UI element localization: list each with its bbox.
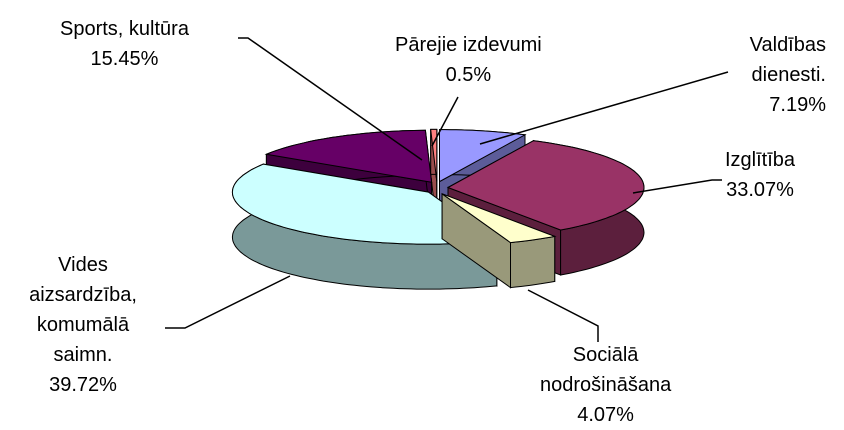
leader-line <box>238 37 423 161</box>
slice-top <box>231 163 499 245</box>
category-label: Izglītība <box>725 149 796 171</box>
data-label: Pārejie izdevumi 0.5% <box>395 30 542 90</box>
slice-top <box>430 128 438 182</box>
category-label: Vides aizsardzība, komumālā saimn. <box>29 254 137 366</box>
pie <box>231 128 645 290</box>
category-label: Valdības dienesti. <box>749 34 826 86</box>
data-label: Valdības dienesti. 7.19% <box>750 30 826 120</box>
leader-line <box>527 289 599 342</box>
leader-line <box>632 179 722 194</box>
value-label: 39.72% <box>49 374 117 396</box>
value-label: 15.45% <box>90 48 159 70</box>
value-label: 4.07% <box>577 404 634 426</box>
value-label: 33.07% <box>726 179 794 201</box>
category-label: Pārejie izdevumi <box>395 34 542 56</box>
slice-top <box>441 193 557 244</box>
data-label: Sociālā nodrošināšana 4.07% <box>540 340 671 430</box>
data-label: Izglītība 33.07% <box>725 145 795 205</box>
leader-line <box>479 71 729 145</box>
category-label: Sports, kultūra <box>60 18 189 40</box>
leader-line <box>165 275 291 329</box>
leader-lines <box>165 37 729 342</box>
category-label: Sociālā nodrošināšana <box>540 344 672 396</box>
leader-line <box>431 96 459 147</box>
slice-wall <box>510 235 556 289</box>
slice <box>441 192 557 289</box>
slice-top <box>446 140 645 231</box>
data-label: Vides aizsardzība, komumālā saimn. 39.72% <box>8 250 158 400</box>
slice-top <box>264 129 433 183</box>
value-label: 0.5% <box>445 64 492 86</box>
value-label: 7.19% <box>769 94 826 116</box>
data-label: Sports, kultūra 15.45% <box>60 14 189 74</box>
